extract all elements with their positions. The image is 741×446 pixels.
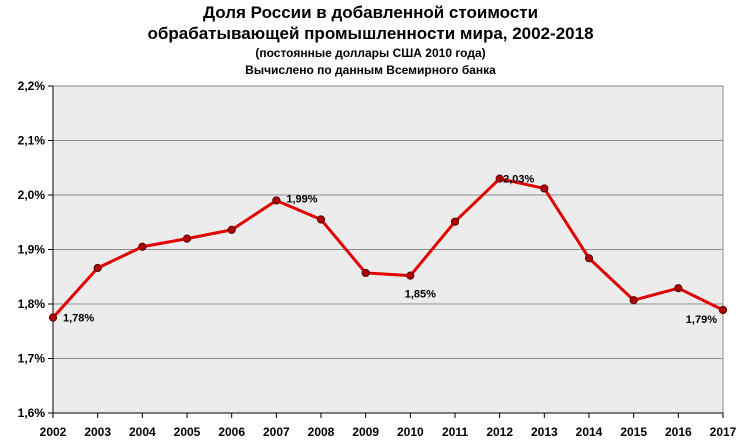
data-point-2014 — [584, 254, 594, 263]
y-tick-label: 1,9% — [18, 243, 46, 257]
x-tick-label-2009: 2009 — [352, 425, 379, 439]
y-tick-label: 2,0% — [18, 188, 46, 202]
data-label-2007: 1,99% — [286, 193, 317, 205]
chart-subtitle-line-2: Вычислено по данным Всемирного банка — [245, 63, 496, 77]
data-point-2016 — [674, 284, 683, 293]
x-tick-label-2015: 2015 — [620, 425, 647, 439]
x-tick-label-2011: 2011 — [442, 425, 468, 439]
data-point-2007 — [272, 196, 281, 205]
x-tick-label-2013: 2013 — [531, 425, 558, 439]
data-point-2003 — [93, 263, 102, 273]
data-point-2008 — [316, 215, 326, 224]
x-tick-label-2002: 2002 — [40, 425, 67, 439]
x-tick-label-2007: 2007 — [263, 425, 290, 439]
data-label-2010: 1,85% — [405, 289, 436, 301]
data-point-2009 — [361, 268, 370, 278]
y-tick-label: 2,1% — [18, 134, 46, 148]
data-point-2017 — [718, 305, 728, 315]
x-tick-label-2004: 2004 — [129, 425, 156, 439]
data-point-2004 — [138, 242, 147, 251]
data-label-2002: 1,78% — [63, 313, 94, 325]
x-tick-label-2010: 2010 — [397, 425, 424, 439]
y-tick-label: 2,2% — [18, 79, 46, 93]
y-tick-label: 1,6% — [18, 406, 46, 420]
x-tick-label-2016: 2016 — [665, 425, 692, 439]
data-point-2010 — [406, 271, 415, 280]
x-tick-label-2017: 2017 — [710, 425, 737, 439]
data-label-2017: 1,79% — [686, 314, 717, 326]
data-point-2006 — [227, 225, 236, 234]
data-point-2015 — [629, 296, 638, 305]
x-tick-label-2003: 2003 — [84, 425, 111, 439]
x-tick-label-2005: 2005 — [174, 425, 201, 439]
x-tick-label-2012: 2012 — [486, 425, 513, 439]
chart-title-block: Доля России в добавленной стоимости обра… — [0, 0, 741, 79]
data-label-2013: 2,03% — [503, 173, 534, 185]
x-tick-label-2014: 2014 — [576, 425, 603, 439]
series-line — [51, 177, 724, 319]
x-tick-label-2006: 2006 — [218, 425, 245, 439]
y-tick-label: 1,7% — [18, 352, 46, 366]
data-point-2012 — [495, 174, 504, 183]
chart-title-line-1: Доля России в добавленной стоимости — [202, 3, 539, 22]
data-point-2011 — [450, 217, 460, 226]
data-point-2005 — [182, 234, 192, 243]
chart-title-line-2: обрабатывающей промышленности мира, 2002… — [147, 24, 594, 43]
y-tick-label: 1,8% — [18, 297, 46, 311]
x-tick-label-2008: 2008 — [308, 425, 335, 439]
chart-subtitle-line-1: (постоянные доллары США 2010 года) — [255, 46, 486, 60]
data-point-2013 — [540, 184, 549, 193]
data-point-2002 — [48, 313, 58, 322]
